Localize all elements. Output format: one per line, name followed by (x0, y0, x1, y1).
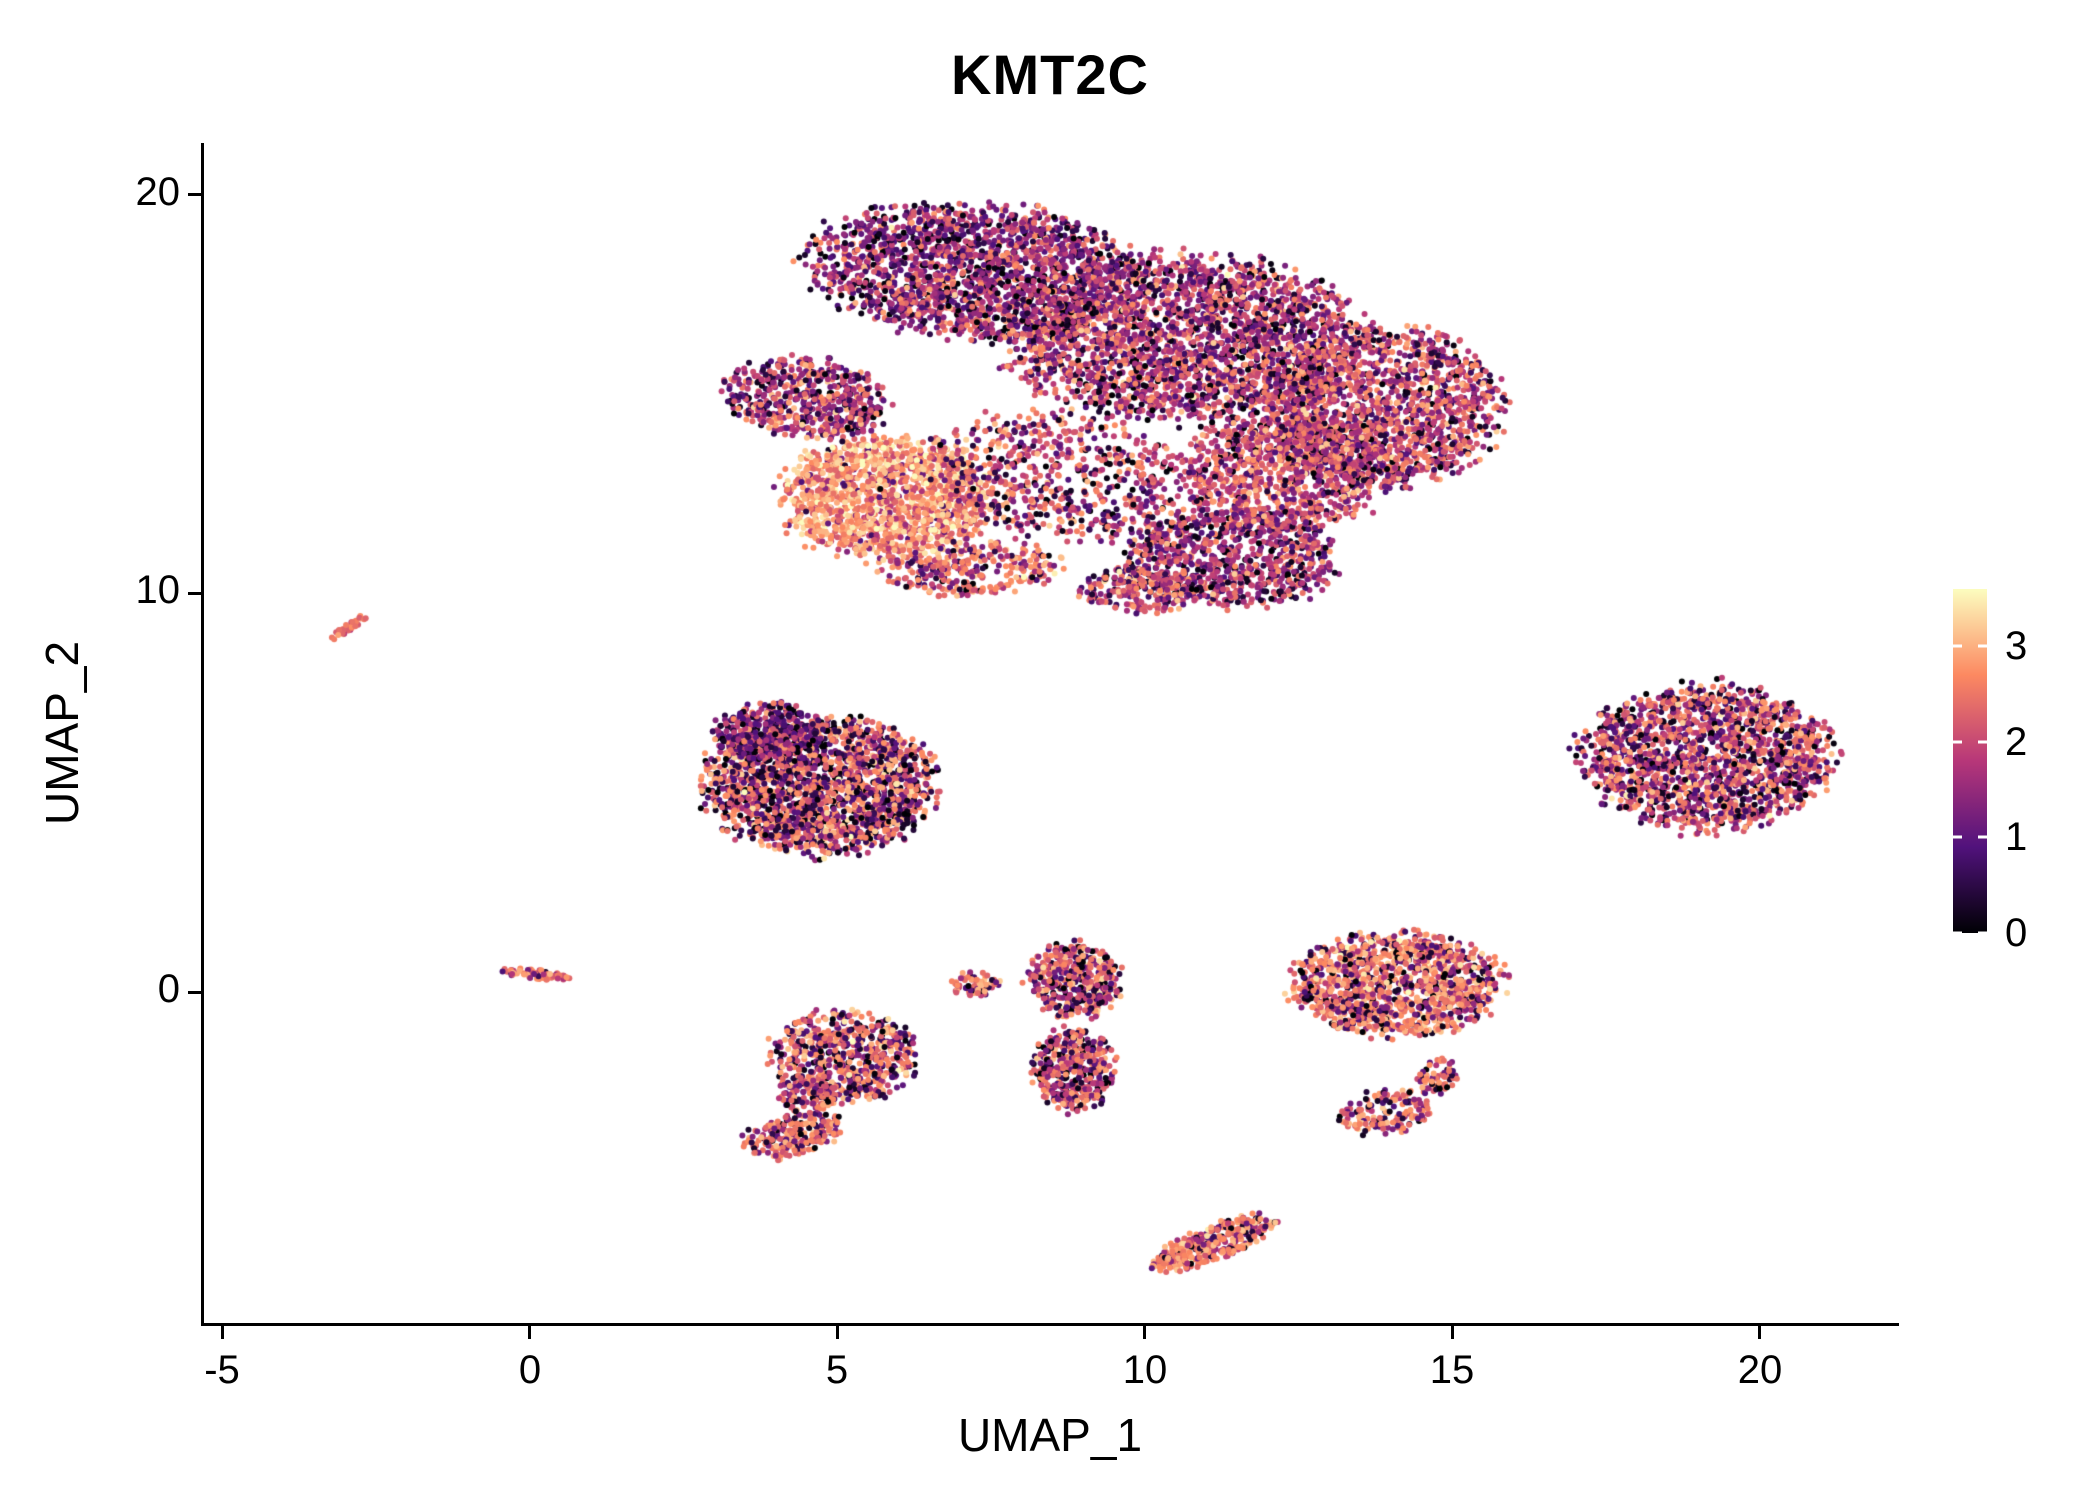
x-tick-label: 5 (825, 1348, 849, 1392)
colorbar-tick (1953, 931, 1962, 933)
x-tick-label: -5 (204, 1348, 240, 1392)
colorbar-tick-label: 3 (2005, 624, 2028, 669)
colorbar-tick-label: 0 (2005, 911, 2028, 955)
colorbar-tick (1978, 835, 1987, 839)
colorbar-tick (1978, 740, 1987, 744)
y-tick-mark (188, 193, 201, 196)
colorbar-tick (1978, 644, 1987, 648)
umap-scatter-canvas (204, 143, 1896, 1323)
y-tick-mark (188, 991, 201, 994)
y-tick-label: 0 (157, 967, 180, 1011)
x-tick-label: 0 (518, 1348, 542, 1392)
x-tick-label: 20 (1737, 1348, 1783, 1392)
y-tick-label: 20 (135, 170, 181, 214)
colorbar-tick (1978, 931, 1987, 933)
x-axis-title: UMAP_1 (957, 1409, 1143, 1461)
colorbar-tick (1953, 740, 1962, 744)
x-tick-mark (1758, 1326, 1761, 1339)
colorbar-legend: 0 1 2 3 (1953, 589, 2027, 953)
x-tick-mark (836, 1326, 839, 1339)
x-tick-mark (221, 1326, 224, 1339)
x-axis-line (201, 1323, 1899, 1326)
colorbar-tick (1953, 644, 1962, 648)
colorbar-bar (1953, 589, 1987, 933)
y-axis-line (201, 143, 204, 1326)
y-tick-mark (188, 592, 201, 595)
plot-title: KMT2C (951, 43, 1149, 106)
colorbar-gradient (1953, 589, 1987, 933)
x-tick-mark (1451, 1326, 1454, 1339)
colorbar-tick-label: 2 (2005, 719, 2028, 764)
x-tick-label: 15 (1429, 1348, 1475, 1392)
y-axis-title: UMAP_2 (36, 640, 88, 826)
x-tick-mark (528, 1326, 531, 1339)
colorbar-tick-label: 1 (2005, 815, 2028, 860)
x-tick-label: 10 (1122, 1348, 1168, 1392)
colorbar-tick (1953, 835, 1962, 839)
y-tick-label: 10 (135, 568, 181, 612)
x-tick-mark (1143, 1326, 1146, 1339)
